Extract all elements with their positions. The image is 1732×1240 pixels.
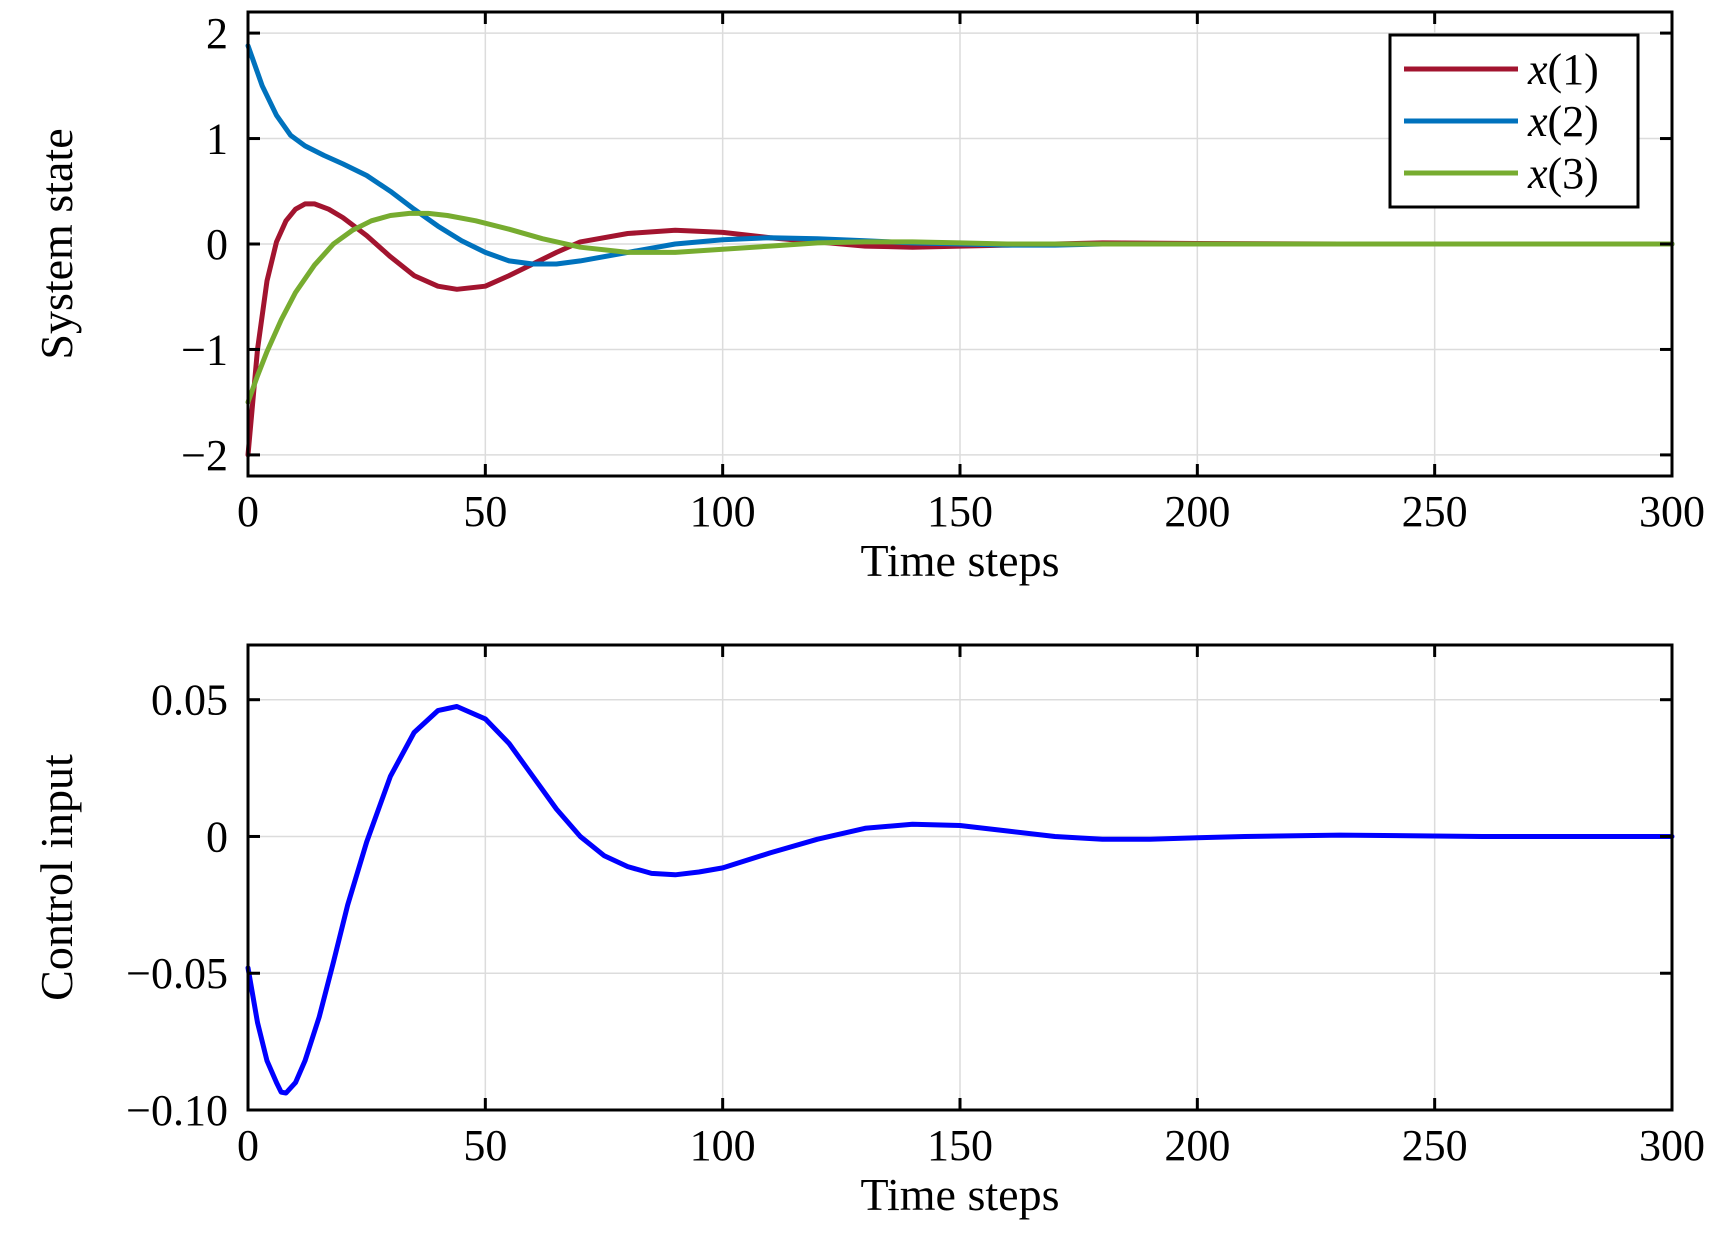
state-chart-x-axis-title: Time steps <box>861 535 1060 586</box>
state-chart-series <box>245 43 1675 458</box>
control-chart-y-axis-title: Control input <box>31 754 82 1001</box>
state-chart-y-tick-label: −1 <box>181 325 228 374</box>
legend-label-2: x(2) <box>1527 97 1599 146</box>
state-chart-series-line-3 <box>245 210 1675 405</box>
control-chart: 0 50 100 150 200 250 300 −0.10 −0.05 0 0.05 Time … <box>31 643 1705 1220</box>
state-chart-ticks <box>246 12 1674 476</box>
state-chart-x-tick-label: 200 <box>1164 487 1230 536</box>
state-chart-y-axis-title: System state <box>31 128 82 359</box>
state-chart: 0 50 100 150 200 250 300 −2 −1 0 1 2 Time steps Sy… <box>31 9 1705 586</box>
state-chart-y-tick-label: 0 <box>206 220 228 269</box>
control-chart-y-tick-label: −0.05 <box>126 949 228 998</box>
state-chart-y-tick-label: −2 <box>181 431 228 480</box>
state-chart-x-tick-label: 150 <box>927 487 993 536</box>
control-chart-grid <box>248 645 1672 1111</box>
control-chart-y-tick-label: −0.10 <box>126 1086 228 1135</box>
control-chart-x-tick-label: 200 <box>1164 1121 1230 1170</box>
control-chart-y-tick-label: 0 <box>206 812 228 861</box>
control-chart-xtick-labels: 0 50 100 150 200 250 300 <box>237 1121 1705 1170</box>
state-chart-x-tick-label: 50 <box>463 487 507 536</box>
state-chart-x-tick-label: 300 <box>1639 487 1705 536</box>
control-chart-x-axis-title: Time steps <box>861 1169 1060 1220</box>
control-chart-x-tick-label: 50 <box>463 1121 507 1170</box>
state-chart-y-tick-label: 1 <box>206 115 228 164</box>
control-chart-x-tick-label: 150 <box>927 1121 993 1170</box>
state-chart-ytick-labels: −2 −1 0 1 2 <box>181 9 228 480</box>
state-chart-xtick-labels: 0 50 100 150 200 250 300 <box>237 487 1705 536</box>
state-chart-legend: x(1)x(2)x(3) <box>1388 33 1640 209</box>
control-chart-series <box>245 704 1675 1096</box>
state-chart-x-tick-label: 250 <box>1402 487 1468 536</box>
control-chart-ytick-labels: −0.10 −0.05 0 0.05 <box>126 676 228 1135</box>
state-chart-x-tick-label: 0 <box>237 487 259 536</box>
control-chart-x-tick-label: 100 <box>690 1121 756 1170</box>
legend-label-3: x(3) <box>1527 149 1599 198</box>
control-chart-y-tick-label: 0.05 <box>151 676 228 725</box>
control-chart-ticks <box>246 645 1674 1112</box>
state-chart-x-tick-label: 100 <box>690 487 756 536</box>
control-chart-series-line-1 <box>245 704 1675 1096</box>
legend-label-1: x(1) <box>1527 45 1599 94</box>
control-chart-x-tick-label: 300 <box>1639 1121 1705 1170</box>
control-chart-x-tick-label: 0 <box>237 1121 259 1170</box>
state-chart-y-tick-label: 2 <box>206 9 228 58</box>
control-chart-x-tick-label: 250 <box>1402 1121 1468 1170</box>
